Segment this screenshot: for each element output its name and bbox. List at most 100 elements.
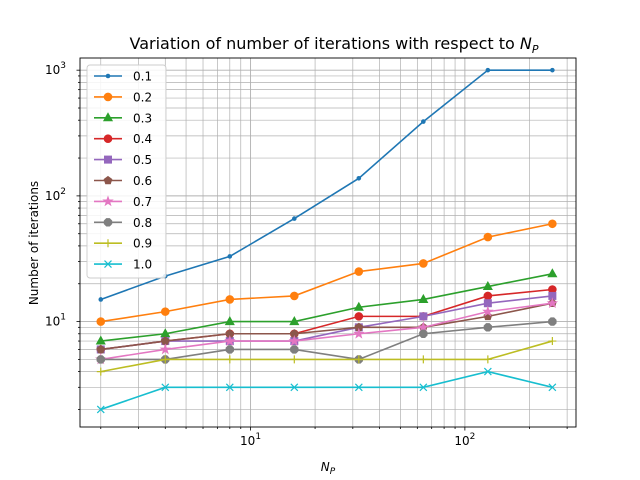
data-point	[96, 405, 105, 414]
x-tick-label: 101	[240, 432, 261, 448]
data-point	[161, 383, 170, 392]
series-line	[100, 370, 553, 411]
series-group	[95, 67, 559, 414]
data-point	[288, 335, 301, 346]
y-tick-base: 10	[45, 189, 60, 203]
legend-label: 0.4	[133, 132, 152, 146]
y-tick-exponent: 1	[60, 313, 66, 323]
series-line	[100, 340, 553, 373]
data-point	[292, 216, 297, 221]
data-point	[96, 344, 106, 354]
data-point	[419, 329, 428, 338]
data-point	[225, 383, 234, 392]
legend-item: 0.6	[94, 174, 152, 188]
legend-label: 0.2	[133, 90, 152, 104]
series-line	[100, 302, 553, 351]
plot-area: 101 1021011021030.10.20.30.40.50.60.70.80…	[45, 57, 577, 448]
data-point	[548, 337, 557, 346]
legend-label: 0.8	[133, 216, 152, 230]
data-point	[418, 293, 429, 303]
legend-label: 1.0	[133, 258, 152, 272]
x-axis-label: NP	[321, 460, 336, 477]
legend-marker	[103, 218, 113, 227]
data-point	[353, 327, 365, 339]
series-line	[100, 295, 553, 351]
data-point	[95, 335, 106, 345]
data-point	[160, 307, 170, 316]
data-point	[548, 317, 557, 326]
series-line	[100, 320, 553, 361]
legend-marker	[102, 195, 114, 207]
data-point	[356, 175, 362, 181]
legend: 0.1 0.2 0.3 0.4 0.5 0.6 0.7 0.8 0.9 1.0	[86, 64, 167, 279]
data-point	[289, 316, 300, 326]
legend-item: 0.9	[94, 237, 152, 251]
data-point	[161, 355, 170, 364]
legend-label: 0.1	[133, 70, 152, 84]
x-tick-base: 10	[240, 434, 255, 448]
y-tick-base: 10	[45, 315, 60, 329]
legend-label: 0.7	[133, 195, 152, 209]
x-tick-exponent: 2	[470, 432, 476, 442]
data-point	[483, 323, 493, 332]
x-axis-label-subscript: P	[330, 467, 336, 477]
data-point	[482, 281, 493, 291]
y-tick-label: 101	[45, 313, 66, 329]
x-axis-label-symbol: N	[321, 460, 330, 474]
data-point	[548, 383, 557, 392]
y-tick-label: 102	[45, 187, 66, 203]
data-point	[417, 321, 430, 333]
data-point	[547, 268, 558, 278]
data-point	[96, 367, 105, 376]
legend-marker	[104, 260, 112, 269]
data-point	[354, 355, 363, 364]
legend-marker	[103, 92, 113, 102]
data-point	[227, 254, 233, 259]
y-tick-label: 103	[45, 61, 66, 77]
data-point	[482, 305, 494, 317]
x-tick-base: 10	[454, 434, 469, 448]
data-point	[421, 119, 426, 124]
data-point	[225, 355, 234, 364]
data-point	[290, 355, 299, 364]
data-point	[290, 383, 299, 392]
y-axis-label: Number of iterations	[27, 181, 41, 305]
data-point	[96, 355, 105, 364]
data-point	[550, 67, 555, 73]
data-point	[225, 295, 235, 304]
y-tick-base: 10	[45, 63, 60, 77]
legend-item: 0.2	[94, 90, 152, 104]
legend-label: 0.9	[133, 237, 152, 251]
series-line	[100, 273, 553, 342]
legend-item: 0.3	[94, 111, 152, 125]
legend-marker	[105, 73, 111, 79]
legend-marker	[102, 112, 114, 122]
legend-label: 0.3	[133, 111, 152, 125]
series-0.8	[96, 317, 557, 364]
data-point	[159, 343, 172, 355]
series-line	[100, 69, 553, 301]
data-point	[485, 67, 491, 73]
data-point	[483, 232, 493, 242]
data-point	[353, 301, 364, 311]
series-line	[100, 222, 553, 323]
legend-marker	[103, 175, 113, 185]
data-point	[290, 291, 299, 301]
series-line	[100, 302, 553, 361]
legend-marker	[104, 239, 112, 248]
data-point	[354, 312, 364, 321]
data-point	[225, 345, 234, 354]
data-point	[483, 367, 492, 376]
data-point	[96, 317, 106, 326]
data-point	[419, 383, 428, 392]
legend-label: 0.5	[133, 153, 152, 167]
data-point	[290, 345, 299, 354]
legend-item: 0.1	[94, 70, 152, 84]
legend-marker	[103, 134, 113, 143]
chart-title-symbol: N	[520, 34, 532, 53]
x-tick-exponent: 1	[255, 432, 261, 442]
data-point	[548, 219, 557, 229]
series-0.2	[96, 219, 557, 326]
legend-label: 0.6	[133, 174, 152, 188]
